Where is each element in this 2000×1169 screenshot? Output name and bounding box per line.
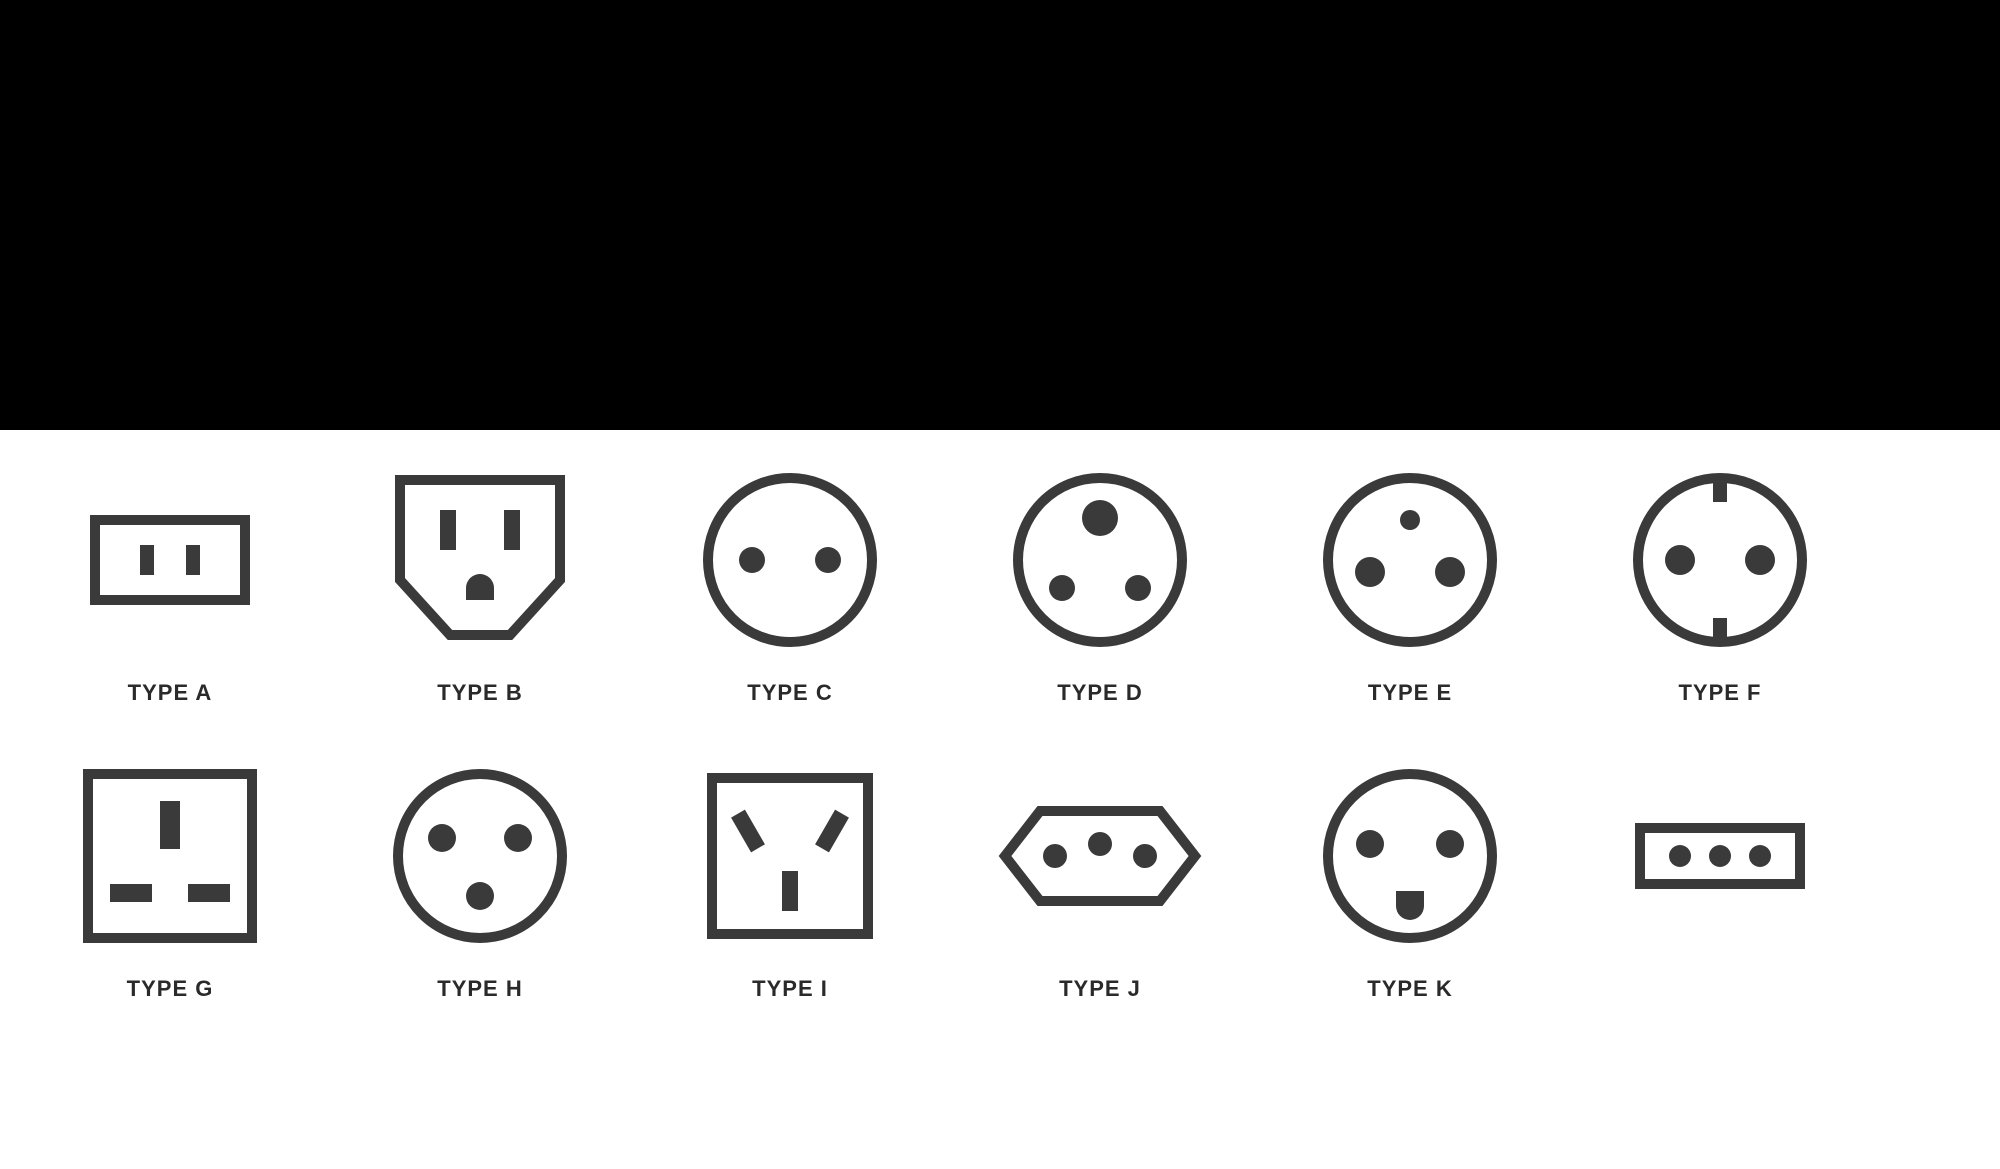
plug-type-k-label: TYPE K <box>1367 976 1452 1002</box>
plug-type-c-label: TYPE C <box>747 680 832 706</box>
plug-type-b-label: TYPE B <box>437 680 522 706</box>
plug-type-k: TYPE K <box>1300 756 1520 1002</box>
plug-row-2: TYPE G TYPE H <box>0 756 2000 1002</box>
plug-type-f-label: TYPE F <box>1678 680 1761 706</box>
plug-type-a-label: TYPE A <box>128 680 213 706</box>
plug-type-i-icon <box>680 756 900 956</box>
plug-type-d: TYPE D <box>990 460 1210 706</box>
plug-type-e-icon <box>1300 460 1520 660</box>
plug-type-d-label: TYPE D <box>1057 680 1142 706</box>
top-black-block <box>0 0 2000 430</box>
plug-type-f-icon <box>1610 460 1830 660</box>
plug-row-1: TYPE A TYPE B <box>0 460 2000 706</box>
plug-type-i-label: TYPE I <box>752 976 828 1002</box>
plug-type-i: TYPE I <box>680 756 900 1002</box>
plug-type-a: TYPE A <box>60 460 280 706</box>
plug-type-f: TYPE F <box>1610 460 1830 706</box>
plug-type-g-icon <box>60 756 280 956</box>
plug-type-e-label: TYPE E <box>1368 680 1452 706</box>
plug-type-c-icon <box>680 460 900 660</box>
plug-type-j-label: TYPE J <box>1059 976 1141 1002</box>
plug-types-infographic: TYPE A TYPE B <box>0 0 2000 1169</box>
plug-type-j-icon <box>990 756 1210 956</box>
plug-type-b-icon <box>370 460 590 660</box>
plug-type-b: TYPE B <box>370 460 590 706</box>
plug-grid: TYPE A TYPE B <box>0 430 2000 1002</box>
plug-type-l-icon <box>1610 756 1830 956</box>
plug-type-k-icon <box>1300 756 1520 956</box>
plug-type-e: TYPE E <box>1300 460 1520 706</box>
plug-type-h: TYPE H <box>370 756 590 1002</box>
plug-type-a-icon <box>60 460 280 660</box>
plug-type-h-label: TYPE H <box>437 976 522 1002</box>
plug-type-d-icon <box>990 460 1210 660</box>
plug-type-g: TYPE G <box>60 756 280 1002</box>
plug-type-c: TYPE C <box>680 460 900 706</box>
plug-type-g-label: TYPE G <box>127 976 214 1002</box>
plug-type-j: TYPE J <box>990 756 1210 1002</box>
plug-type-l <box>1610 756 1830 976</box>
plug-type-h-icon <box>370 756 590 956</box>
